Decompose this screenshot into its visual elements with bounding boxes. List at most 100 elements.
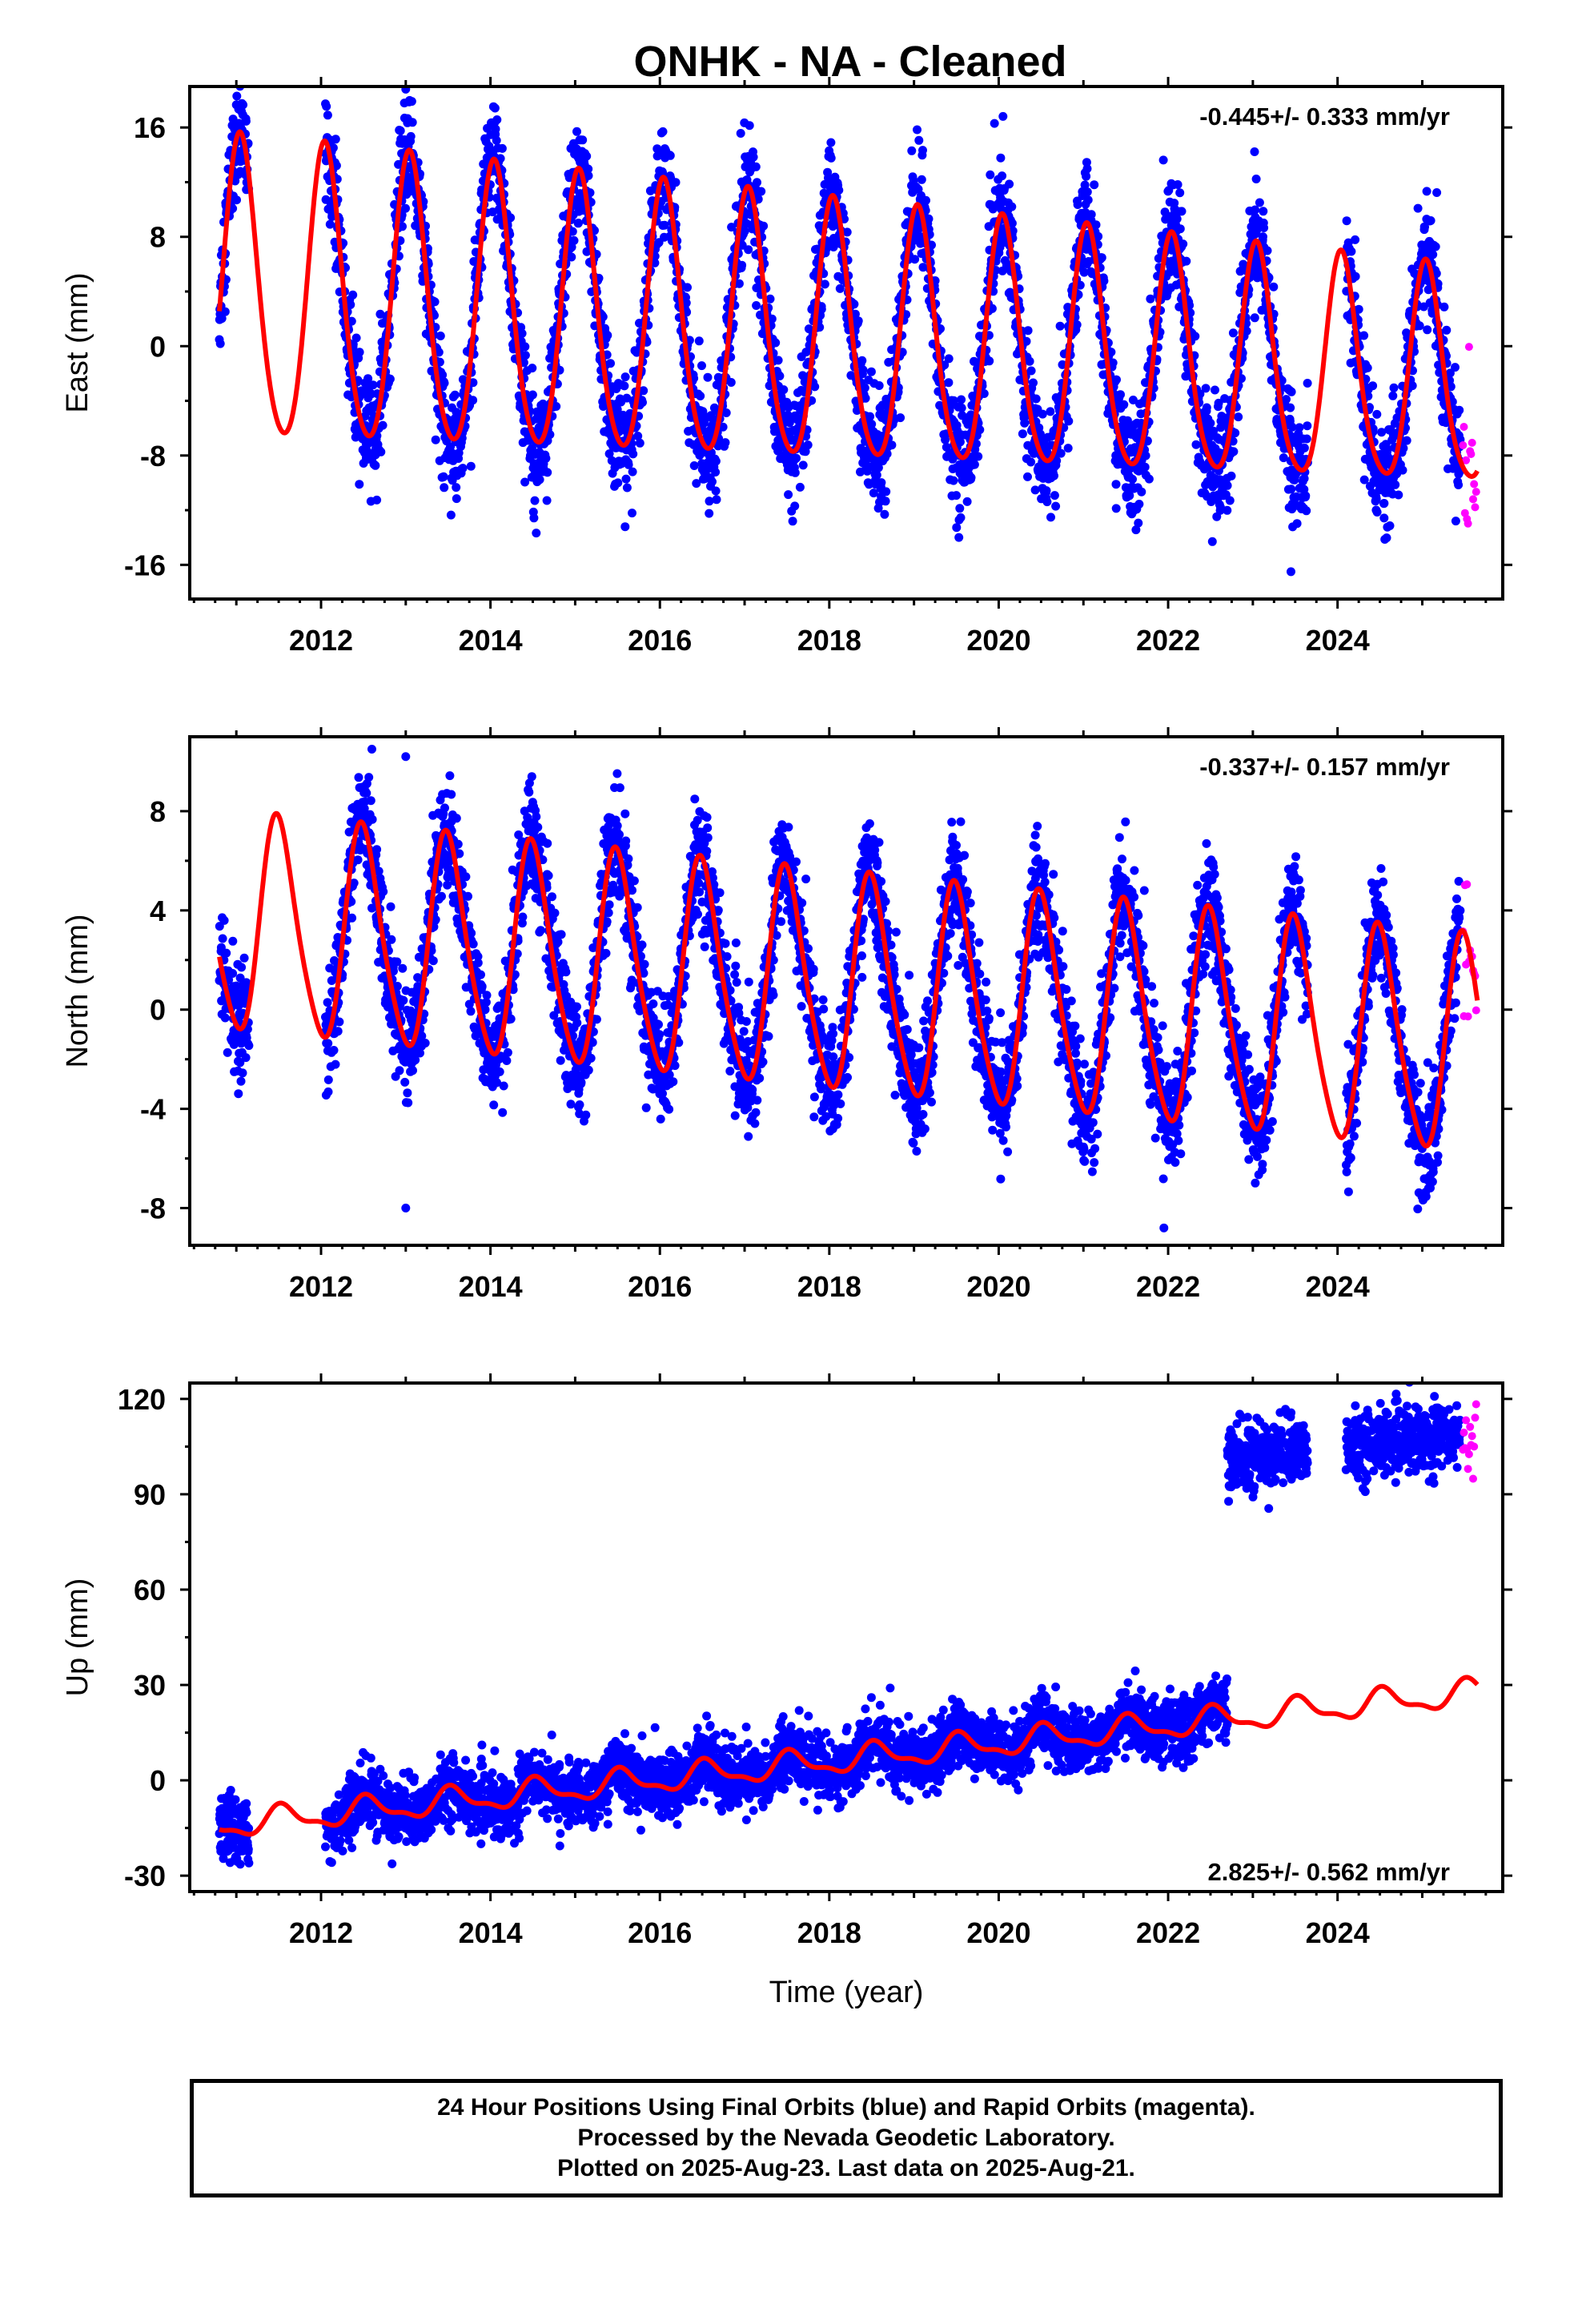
final-point [584, 171, 593, 180]
final-point [1286, 567, 1295, 577]
final-point [1432, 188, 1442, 197]
final-point [970, 460, 979, 469]
final-point [244, 1041, 254, 1051]
final-point [711, 456, 721, 466]
final-point [378, 420, 387, 430]
final-point [858, 365, 868, 375]
final-point [1415, 321, 1424, 331]
final-point [440, 483, 449, 493]
final-point [323, 1087, 333, 1096]
final-point [1082, 187, 1092, 197]
final-point [765, 294, 775, 304]
final-point [329, 1046, 339, 1055]
final-point [1359, 331, 1369, 340]
final-point [842, 227, 852, 237]
final-point [1388, 391, 1398, 400]
final-point [396, 126, 405, 135]
final-point [910, 255, 920, 264]
final-point [718, 422, 728, 432]
final-point [372, 845, 382, 854]
final-point [790, 501, 800, 511]
x-tick-label: 2024 [1306, 624, 1370, 657]
final-point [331, 135, 340, 144]
final-point [1302, 506, 1311, 516]
y-tick-label: 8 [150, 221, 166, 254]
y-tick-label: 16 [134, 111, 166, 144]
final-point [700, 416, 709, 425]
final-point [1259, 223, 1269, 232]
final-point [452, 494, 461, 504]
final-point [399, 995, 408, 1005]
final-point [1051, 501, 1061, 511]
final-point [372, 495, 382, 505]
final-point [1025, 356, 1034, 366]
final-point [613, 478, 623, 488]
final-point [1207, 537, 1217, 546]
final-point [375, 309, 385, 319]
final-point [918, 146, 927, 155]
final-point [696, 392, 705, 400]
final-point [1269, 282, 1279, 292]
final-point [624, 460, 633, 469]
final-point [406, 131, 416, 141]
final-point [881, 487, 891, 497]
final-point [452, 483, 461, 493]
final-point [996, 153, 1006, 163]
final-point [985, 356, 994, 366]
final-point [1029, 378, 1038, 388]
final-point [1005, 179, 1014, 189]
final-point [367, 814, 377, 824]
final-point [1202, 403, 1211, 412]
final-point [869, 489, 878, 498]
final-point [784, 490, 793, 500]
final-point [1372, 508, 1382, 517]
final-point [638, 398, 647, 407]
x-tick-label: 2022 [1136, 624, 1200, 657]
final-point [572, 127, 581, 136]
final-point [466, 461, 476, 471]
rapid-point [1459, 441, 1468, 449]
data-points-east [215, 86, 1480, 577]
final-point [351, 333, 361, 343]
final-point [753, 195, 763, 204]
final-point [215, 339, 225, 348]
final-point [1201, 384, 1211, 393]
final-point [363, 374, 373, 384]
final-point [917, 175, 926, 184]
final-point [322, 102, 331, 111]
final-point [1234, 412, 1243, 422]
final-point [353, 855, 363, 865]
final-point [998, 171, 1007, 181]
final-point [236, 1076, 246, 1086]
final-point [545, 430, 555, 440]
final-point [541, 453, 551, 463]
final-point [1018, 429, 1027, 439]
final-point [520, 351, 530, 360]
final-point [528, 390, 537, 400]
final-point [1073, 200, 1082, 209]
final-point [368, 380, 378, 390]
final-point [1112, 375, 1121, 384]
final-point [584, 164, 593, 174]
final-point [775, 372, 785, 380]
final-point [880, 509, 889, 519]
final-point [1082, 164, 1092, 174]
final-point [697, 361, 706, 371]
final-point [745, 121, 754, 131]
final-point [582, 151, 592, 161]
final-point [346, 300, 355, 309]
final-point [529, 513, 539, 523]
final-point [896, 413, 905, 423]
final-point [228, 969, 238, 978]
final-point [711, 486, 721, 496]
final-point [1455, 405, 1464, 415]
final-point [907, 146, 917, 155]
rapid-point [1460, 423, 1468, 431]
final-point [986, 170, 995, 179]
final-point [949, 476, 958, 485]
final-point [241, 116, 251, 126]
final-point [952, 491, 961, 501]
final-point [1363, 363, 1372, 372]
final-point [620, 372, 630, 382]
final-point [404, 1098, 413, 1108]
